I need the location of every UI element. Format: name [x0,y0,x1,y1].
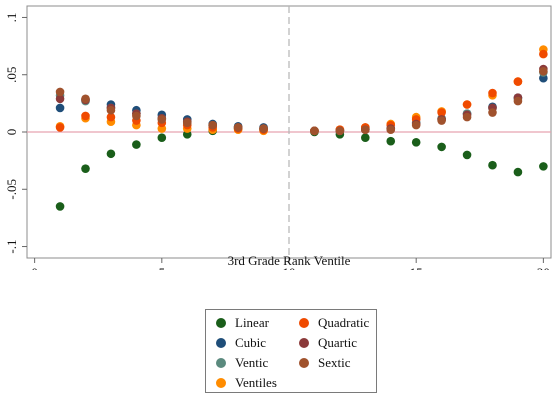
data-point-linear [386,136,396,146]
data-point-quadratic [513,77,523,86]
data-point-linear [106,149,116,159]
data-point-sextic [310,126,319,136]
legend-marker-linear [216,318,226,328]
data-point-quadratic [539,49,548,59]
x-tick-label: 20 [537,265,550,270]
data-point-linear [157,133,167,143]
x-tick-label: 10 [283,265,296,270]
data-point-sextic [437,116,446,125]
x-axis-title: 3rd Grade Rank Ventile [228,253,351,268]
x-tick-label: 5 [159,265,166,270]
series-ventiles [55,45,548,136]
data-point-sextic [386,125,396,135]
legend-marker-ventiles [216,378,226,388]
legend-label-sextic: Sextic [318,355,351,370]
legend-label-ventic: Ventic [235,355,269,370]
data-point-sextic [208,120,217,130]
data-point-linear [462,150,472,160]
series-quartic [55,64,548,136]
x-tick-label: 15 [410,265,423,270]
legend-marker-sextic [299,358,309,368]
data-point-sextic [55,87,65,97]
data-point-linear [132,140,141,149]
legend-item-ventiles: Ventiles [216,373,277,393]
legend-label-quartic: Quartic [318,335,357,350]
data-point-quadratic [55,123,65,132]
data-point-sextic [411,120,421,130]
x-tick-label: 0 [31,265,38,270]
legend-item-linear: Linear [216,313,269,333]
data-point-linear [488,160,497,170]
data-point-sextic [106,105,116,115]
series-quadratic [55,49,548,136]
y-tick-label: 0 [4,129,19,136]
data-point-sextic [361,125,370,135]
data-point-sextic [513,96,523,106]
data-point-quadratic [81,111,90,121]
legend-label-linear: Linear [235,315,269,330]
legend-item-ventic: Ventic [216,353,268,373]
legend-item-cubic: Cubic [216,333,266,353]
scatter-plot: 0 5 10 15 20 -.1 -.05 0 .05 .1 3rd Grade Rank Ven… [4,5,552,270]
data-point-linear [361,133,370,143]
y-tick-label: -.05 [4,179,19,200]
legend-marker-ventic [216,358,226,368]
data-point-quartic [55,94,65,104]
legend-label-ventiles: Ventiles [235,375,277,390]
y-tick-label: .05 [4,67,19,83]
data-point-cubic [55,103,65,113]
series-ventic [55,68,548,136]
legend-item-quadratic: Quadratic [299,313,369,333]
legend: Linear Quadratic Cubic Quartic Ventic Se… [205,309,377,393]
data-point-sextic [182,118,192,128]
points-layer [55,45,548,211]
data-point-sextic [488,108,497,117]
y-tick-label: -.1 [4,239,19,253]
data-point-sextic [335,126,345,136]
data-point-quadratic [462,100,472,109]
data-point-sextic [132,111,141,121]
data-point-linear [55,202,65,211]
y-tick-label: .1 [4,13,19,23]
data-point-linear [411,138,421,147]
series-sextic [55,66,548,136]
legend-label-cubic: Cubic [235,335,267,350]
data-point-sextic [157,115,167,124]
series-linear [55,124,548,211]
legend-item-quartic: Quartic [299,333,357,353]
data-point-quadratic [106,112,116,122]
data-point-linear [437,142,446,152]
axes-layer: 0 5 10 15 20 -.1 -.05 0 .05 .1 [4,5,552,270]
data-point-sextic [81,94,90,104]
data-point-sextic [259,124,268,133]
legend-label-quadratic: Quadratic [318,315,370,330]
legend-marker-cubic [216,338,226,348]
data-point-sextic [539,66,548,76]
legend-marker-quadratic [299,318,309,328]
data-point-linear [81,164,90,173]
series-cubic [55,73,548,136]
data-point-quadratic [488,88,497,98]
data-point-linear [539,162,548,171]
legend-marker-quartic [299,338,309,348]
data-point-sextic [233,123,243,132]
data-point-linear [513,167,523,177]
data-point-quadratic [437,108,446,117]
data-point-sextic [462,112,472,122]
legend-item-sextic: Sextic [299,353,351,373]
